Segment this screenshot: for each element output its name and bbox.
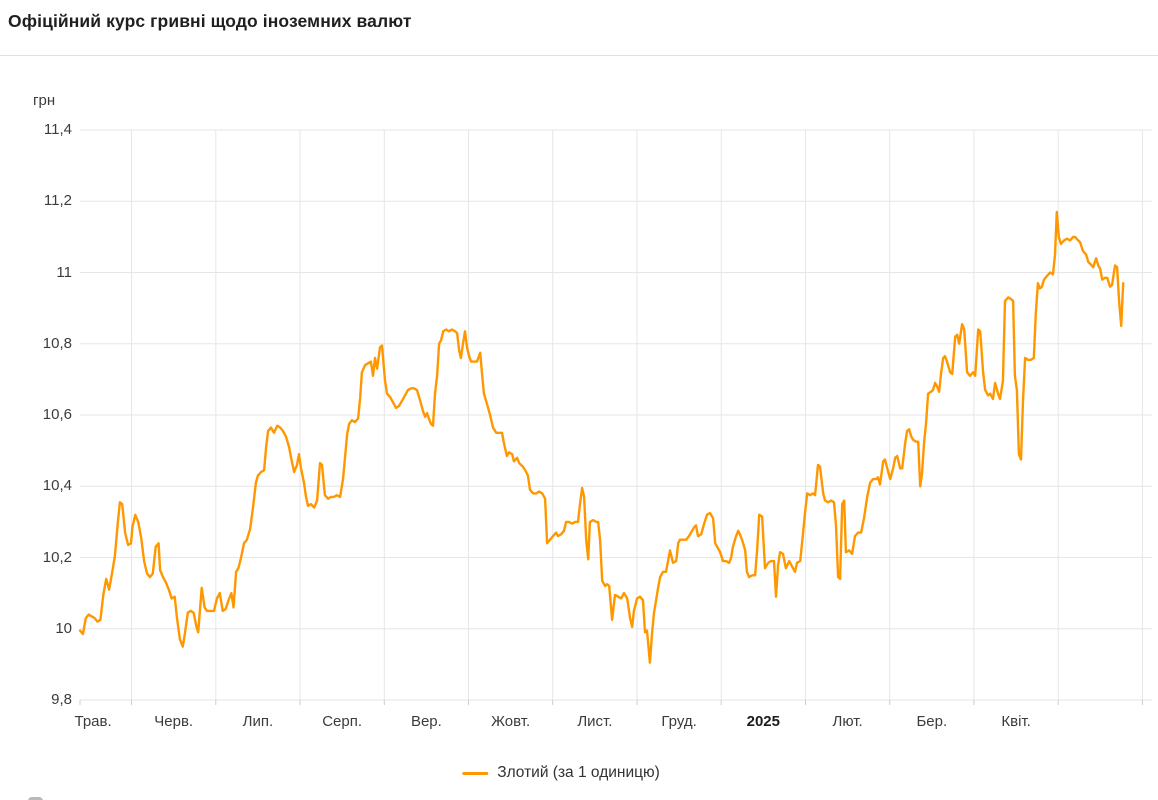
- x-axis-label-10: Лют.: [832, 713, 863, 730]
- y-axis-label: 11,2: [43, 192, 72, 210]
- x-axis-ticks: [79, 700, 1143, 705]
- y-axis-label: 11,4: [43, 121, 72, 138]
- x-axis-label-1: Трав.: [74, 713, 112, 730]
- x-axis-label-7: Лист.: [577, 713, 613, 730]
- page-title: Офіційний курс гривні щодо іноземних вал…: [8, 11, 412, 31]
- y-axis-label: 10,6: [42, 406, 72, 423]
- title-divider: [0, 55, 1158, 56]
- x-axis-label-5: Вер.: [410, 713, 442, 730]
- legend-item-zloty[interactable]: Злотий (за 1 одиницю): [462, 764, 660, 782]
- x-axis-label-11: Бер.: [916, 713, 948, 730]
- x-axis-label-9: 2025: [746, 713, 780, 730]
- horizontal-gridlines: [80, 129, 1152, 701]
- legend-line-swatch-icon: [462, 771, 489, 775]
- x-axis-label-2: Черв.: [154, 713, 194, 730]
- bottom-partial-element: [28, 797, 43, 800]
- x-axis-label-8: Груд.: [661, 713, 697, 730]
- x-axis-label-12: Квіт.: [1001, 713, 1031, 730]
- x-axis-label-3: Лип.: [242, 713, 274, 730]
- y-axis-label: 10: [55, 619, 72, 637]
- y-axis-unit-label: грн: [33, 92, 56, 109]
- y-axis-label: 11: [56, 263, 72, 281]
- y-axis-label: 10,8: [42, 334, 72, 352]
- legend: Злотий (за 1 одиницю): [462, 764, 660, 782]
- y-axis-label: 10,4: [42, 477, 72, 495]
- y-axis-label: 10,2: [42, 548, 72, 566]
- x-axis-label-4: Серп.: [322, 713, 362, 730]
- y-axis-label: 9,8: [51, 691, 72, 708]
- chart-canvas: [78, 129, 1152, 705]
- legend-label: Злотий (за 1 одиницю): [497, 764, 660, 781]
- x-axis-label-6: Жовт.: [491, 713, 531, 730]
- series-line-zloty: [78, 210, 1125, 664]
- vertical-gridlines: [131, 130, 1143, 700]
